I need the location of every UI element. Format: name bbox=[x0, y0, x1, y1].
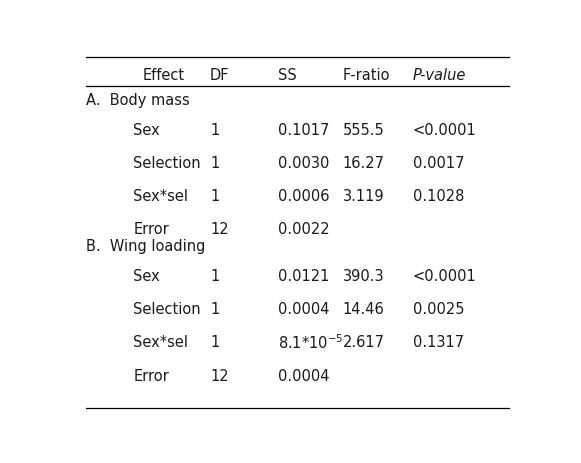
Text: 14.46: 14.46 bbox=[343, 302, 385, 317]
Text: 12: 12 bbox=[210, 369, 228, 383]
Text: <0.0001: <0.0001 bbox=[413, 269, 476, 284]
Text: 0.0004: 0.0004 bbox=[278, 369, 329, 383]
Text: 1: 1 bbox=[210, 189, 219, 204]
Text: 1: 1 bbox=[210, 335, 219, 350]
Text: SS: SS bbox=[278, 68, 296, 83]
Text: 0.0017: 0.0017 bbox=[413, 156, 464, 171]
Text: P-value: P-value bbox=[413, 68, 466, 83]
Text: Error: Error bbox=[134, 369, 169, 383]
Text: DF: DF bbox=[210, 68, 229, 83]
Text: Selection: Selection bbox=[134, 302, 201, 317]
Text: 0.1017: 0.1017 bbox=[278, 123, 329, 138]
Text: Selection: Selection bbox=[134, 156, 201, 171]
Text: F-ratio: F-ratio bbox=[343, 68, 390, 83]
Text: Sex: Sex bbox=[134, 123, 160, 138]
Text: 8.1*10$^{-5}$: 8.1*10$^{-5}$ bbox=[278, 333, 343, 352]
Text: 16.27: 16.27 bbox=[343, 156, 385, 171]
Text: 555.5: 555.5 bbox=[343, 123, 385, 138]
Text: 1: 1 bbox=[210, 302, 219, 317]
Text: B.  Wing loading: B. Wing loading bbox=[86, 239, 206, 254]
Text: Sex*sel: Sex*sel bbox=[134, 335, 188, 350]
Text: 0.0006: 0.0006 bbox=[278, 189, 329, 204]
Text: 12: 12 bbox=[210, 222, 228, 238]
Text: 0.0004: 0.0004 bbox=[278, 302, 329, 317]
Text: 3.119: 3.119 bbox=[343, 189, 385, 204]
Text: 0.1317: 0.1317 bbox=[413, 335, 464, 350]
Text: 390.3: 390.3 bbox=[343, 269, 385, 284]
Text: 0.1028: 0.1028 bbox=[413, 189, 464, 204]
Text: 0.0022: 0.0022 bbox=[278, 222, 329, 238]
Text: 1: 1 bbox=[210, 269, 219, 284]
Text: Effect: Effect bbox=[142, 68, 185, 83]
Text: 1: 1 bbox=[210, 123, 219, 138]
Text: 0.0121: 0.0121 bbox=[278, 269, 329, 284]
Text: 1: 1 bbox=[210, 156, 219, 171]
Text: 0.0025: 0.0025 bbox=[413, 302, 464, 317]
Text: Error: Error bbox=[134, 222, 169, 238]
Text: 0.0030: 0.0030 bbox=[278, 156, 329, 171]
Text: <0.0001: <0.0001 bbox=[413, 123, 476, 138]
Text: A.  Body mass: A. Body mass bbox=[86, 93, 190, 107]
Text: Sex: Sex bbox=[134, 269, 160, 284]
Text: Sex*sel: Sex*sel bbox=[134, 189, 188, 204]
Text: 2.617: 2.617 bbox=[343, 335, 385, 350]
